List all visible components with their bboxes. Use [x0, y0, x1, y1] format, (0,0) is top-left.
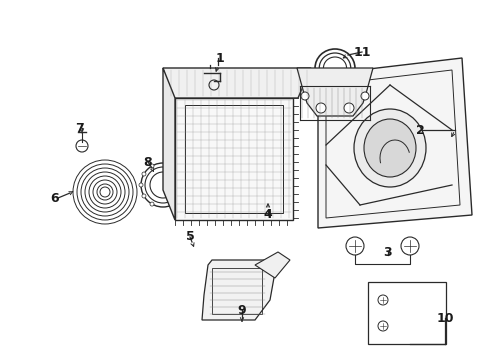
Circle shape [315, 103, 325, 113]
Polygon shape [317, 58, 471, 228]
Bar [184, 105, 283, 213]
Text: 9: 9 [237, 303, 246, 316]
Ellipse shape [353, 109, 425, 187]
Bar [367, 282, 445, 344]
Circle shape [301, 92, 308, 100]
Text: 6: 6 [51, 192, 59, 204]
Circle shape [150, 164, 154, 168]
Circle shape [343, 103, 353, 113]
Text: 2: 2 [415, 123, 424, 136]
Polygon shape [202, 260, 274, 320]
Text: 5: 5 [185, 230, 194, 243]
Circle shape [139, 183, 142, 187]
Ellipse shape [363, 119, 415, 177]
Bar [212, 268, 262, 314]
Polygon shape [163, 68, 310, 98]
Text: 3: 3 [383, 246, 391, 258]
Circle shape [142, 172, 145, 176]
Polygon shape [254, 252, 289, 278]
Polygon shape [296, 68, 372, 116]
Text: 10: 10 [435, 311, 453, 324]
Circle shape [142, 194, 145, 198]
Polygon shape [163, 68, 175, 220]
Bar [175, 98, 292, 220]
Text: 8: 8 [143, 156, 152, 168]
Text: 11: 11 [352, 45, 370, 58]
Text: 4: 4 [263, 208, 272, 221]
Circle shape [360, 92, 368, 100]
Text: 7: 7 [76, 122, 84, 135]
Text: 1: 1 [215, 51, 224, 64]
Circle shape [150, 202, 154, 206]
